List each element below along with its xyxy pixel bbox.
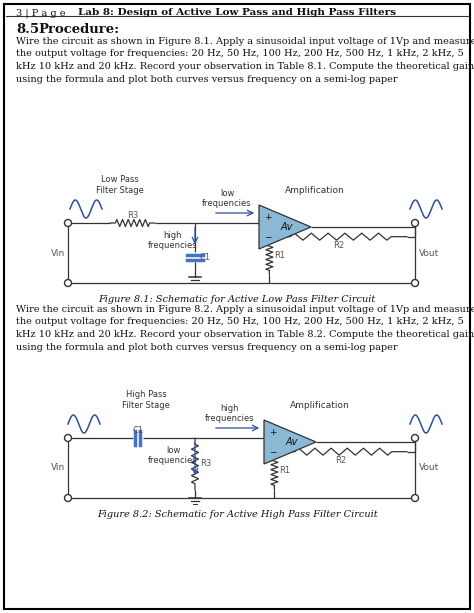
Text: High Pass
Filter Stage: High Pass Filter Stage <box>122 390 170 410</box>
Text: R1: R1 <box>279 466 291 475</box>
Text: +: + <box>264 213 272 222</box>
Circle shape <box>411 495 419 501</box>
Text: −: − <box>264 232 272 241</box>
Circle shape <box>411 219 419 226</box>
Circle shape <box>411 435 419 441</box>
Circle shape <box>64 435 72 441</box>
Polygon shape <box>264 420 316 464</box>
Text: using the formula and plot both curves versus frequency on a semi-log paper: using the formula and plot both curves v… <box>16 75 398 83</box>
Text: R2: R2 <box>333 241 344 249</box>
Text: kHz 10 kHz and 20 kHz. Record your observation in Table 8.1. Compute the theoret: kHz 10 kHz and 20 kHz. Record your obser… <box>16 62 474 71</box>
Text: Av: Av <box>281 222 293 232</box>
Text: Wire the circuit as shown in Figure 8.2. Apply a sinusoidal input voltage of 1Vp: Wire the circuit as shown in Figure 8.2.… <box>16 305 474 314</box>
Polygon shape <box>259 205 311 249</box>
Circle shape <box>64 495 72 501</box>
Text: Vout: Vout <box>419 248 439 257</box>
Circle shape <box>64 219 72 226</box>
Text: Vout: Vout <box>419 463 439 473</box>
Circle shape <box>411 280 419 286</box>
Text: kHz 10 kHz and 20 kHz. Record your observation in Table 8.2. Compute the theoret: kHz 10 kHz and 20 kHz. Record your obser… <box>16 330 474 339</box>
Text: R3: R3 <box>127 211 138 220</box>
Text: Vin: Vin <box>51 463 65 473</box>
Text: high
frequencies: high frequencies <box>148 231 198 250</box>
Text: Wire the circuit as shown in Figure 8.1. Apply a sinusoidal input voltage of 1Vp: Wire the circuit as shown in Figure 8.1.… <box>16 37 474 46</box>
Text: Amplification: Amplification <box>290 401 350 410</box>
Text: 3 | P a g e: 3 | P a g e <box>16 8 65 18</box>
Text: Av: Av <box>286 437 298 447</box>
Text: R2: R2 <box>335 455 346 465</box>
Text: Low Pass
Filter Stage: Low Pass Filter Stage <box>96 175 144 195</box>
Text: the output voltage for frequencies: 20 Hz, 50 Hz, 100 Hz, 200 Hz, 500 Hz, 1 kHz,: the output voltage for frequencies: 20 H… <box>16 50 464 58</box>
Text: low
frequencies: low frequencies <box>148 446 198 465</box>
Text: −: − <box>269 447 276 456</box>
Text: Amplification: Amplification <box>285 186 345 195</box>
Text: +: + <box>269 428 276 437</box>
Text: using the formula and plot both curves versus frequency on a semi-log paper: using the formula and plot both curves v… <box>16 343 398 351</box>
Text: Vin: Vin <box>51 248 65 257</box>
Text: Figure 8.1: Schematic for Active Low Pass Filter Circuit: Figure 8.1: Schematic for Active Low Pas… <box>99 295 375 304</box>
Text: Procedure:: Procedure: <box>38 23 119 36</box>
Text: C1: C1 <box>132 426 144 435</box>
Text: high
frequencies: high frequencies <box>205 403 255 423</box>
Text: R3: R3 <box>200 460 211 468</box>
Text: 8.5: 8.5 <box>16 23 39 36</box>
Text: low
frequencies: low frequencies <box>202 189 252 208</box>
Text: Lab 8: Design of Active Low Pass and High Pass Filters: Lab 8: Design of Active Low Pass and Hig… <box>78 8 396 17</box>
FancyBboxPatch shape <box>4 4 470 609</box>
Text: the output voltage for frequencies: 20 Hz, 50 Hz, 100 Hz, 200 Hz, 500 Hz, 1 kHz,: the output voltage for frequencies: 20 H… <box>16 318 464 327</box>
Text: C1: C1 <box>200 253 211 262</box>
Circle shape <box>64 280 72 286</box>
Text: R1: R1 <box>274 251 285 261</box>
Text: Figure 8.2: Schematic for Active High Pass Filter Circuit: Figure 8.2: Schematic for Active High Pa… <box>97 510 377 519</box>
